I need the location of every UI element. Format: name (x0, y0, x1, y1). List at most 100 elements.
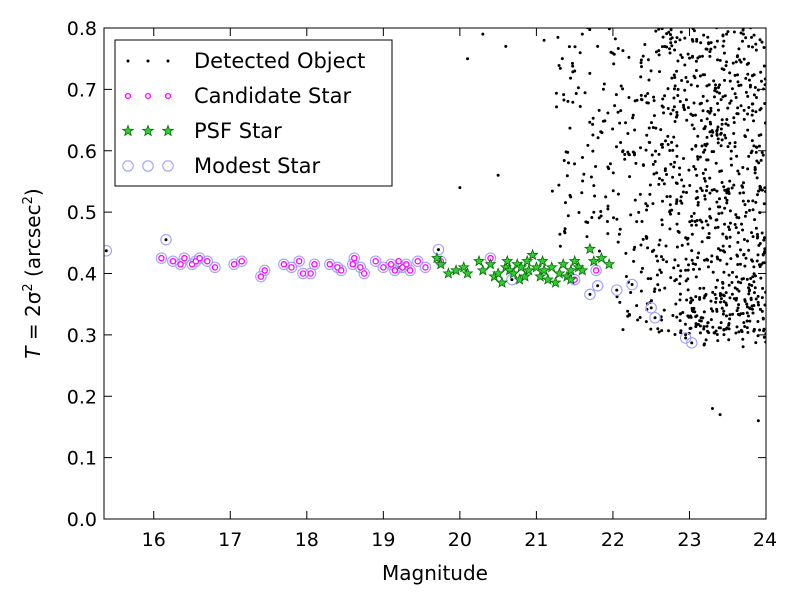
detected-object-point (639, 65, 643, 69)
detected-object-point (710, 407, 714, 411)
detected-object-point (605, 220, 609, 224)
detected-object-point (728, 296, 732, 300)
detected-object-point (638, 146, 642, 150)
detected-object-point (757, 303, 761, 307)
detected-object-point (574, 91, 578, 95)
detected-object-point (626, 309, 630, 313)
detected-object-point (712, 188, 716, 192)
psf-star-point (564, 264, 577, 276)
detected-object-point (644, 320, 648, 324)
detected-object-point (583, 91, 587, 95)
detected-object-point (695, 314, 699, 318)
modest-star-point (190, 255, 202, 267)
detected-object-point (760, 231, 764, 235)
detected-object-point (724, 314, 728, 318)
candidate-star-point (196, 254, 203, 262)
detected-object-point (731, 312, 735, 316)
detected-object-point (684, 336, 688, 340)
detected-object-point (663, 286, 667, 290)
detected-object-point (616, 192, 620, 196)
detected-object-point (721, 293, 725, 297)
detected-object-point (758, 184, 762, 188)
detected-object-point (728, 71, 732, 75)
detected-object-point (577, 210, 581, 214)
detected-object-point (675, 144, 679, 148)
modest-star-point (155, 252, 168, 264)
psf-star-point (522, 264, 535, 276)
detected-object-point (660, 218, 664, 222)
detected-object-point (724, 64, 728, 68)
detected-object-point (752, 328, 756, 332)
detected-object-point (725, 262, 729, 266)
detected-object-point (743, 134, 747, 138)
detected-object-point (709, 47, 713, 51)
detected-object-point (736, 240, 740, 244)
detected-object-point (737, 47, 741, 51)
detected-object-point (734, 96, 738, 100)
detected-object-point (728, 209, 732, 213)
detected-object-point (736, 80, 740, 84)
detected-object-point (591, 116, 595, 120)
modest-star-point (201, 255, 214, 267)
detected-object-point (727, 225, 731, 229)
detected-object-point (739, 104, 743, 108)
detected-object-point (726, 187, 730, 191)
modest-star-point (236, 255, 248, 267)
detected-object-point (679, 195, 683, 199)
psf-star-point (587, 254, 600, 267)
modest-star-point (331, 261, 344, 274)
modest-star-point (626, 278, 638, 291)
detected-object-point (672, 165, 676, 169)
detected-object-point (723, 196, 727, 200)
detected-object-point (694, 196, 698, 200)
detected-object-point (735, 73, 739, 77)
detected-object-point (703, 194, 707, 198)
detected-object-point (666, 134, 670, 138)
detected-object-point (735, 325, 739, 329)
detected-object-point (728, 22, 731, 25)
detected-object-point (742, 117, 746, 121)
detected-object-point (671, 108, 675, 112)
psf-star-point (538, 264, 551, 276)
detected-object-point (721, 280, 725, 284)
detected-object-point (709, 216, 713, 220)
detected-object-point (606, 207, 610, 211)
detected-object-point (632, 259, 636, 263)
detected-object-point (714, 161, 718, 165)
detected-object-point (700, 22, 703, 25)
detected-object-point (736, 280, 740, 284)
detected-object-point (592, 210, 596, 214)
psf-star-point (603, 257, 616, 270)
detected-object-point (736, 306, 740, 310)
x-tick-label: 21 (524, 529, 548, 551)
detected-object-point (728, 141, 732, 145)
detected-object-point (707, 41, 711, 45)
detected-object-point (676, 264, 680, 268)
detected-object-point (705, 84, 709, 88)
x-tick-label: 17 (218, 529, 242, 551)
detected-object-point (664, 139, 668, 143)
detected-object-point (747, 44, 751, 48)
detected-object-point (713, 113, 717, 117)
detected-object-point (730, 292, 734, 296)
psf-star-point (515, 261, 528, 273)
detected-object-point (695, 189, 699, 193)
detected-object-point (753, 218, 757, 222)
detected-object-point (678, 166, 682, 170)
detected-object-point (623, 157, 627, 161)
detected-object-point (666, 142, 670, 146)
detected-object-point (702, 177, 706, 181)
detected-object-point (662, 308, 666, 312)
modest-star-point (293, 255, 305, 267)
modest-star-point (228, 258, 240, 271)
detected-object-point (656, 283, 660, 287)
candidate-star-point (288, 264, 295, 271)
detected-object-point (661, 258, 665, 262)
detected-object-point (690, 258, 694, 262)
detected-object-point (567, 45, 571, 49)
modest-star-point (160, 233, 172, 246)
y-tick-label: 0.7 (67, 79, 97, 101)
detected-object-point (716, 125, 720, 129)
detected-object-point (607, 28, 611, 31)
detected-object-point (720, 122, 724, 126)
